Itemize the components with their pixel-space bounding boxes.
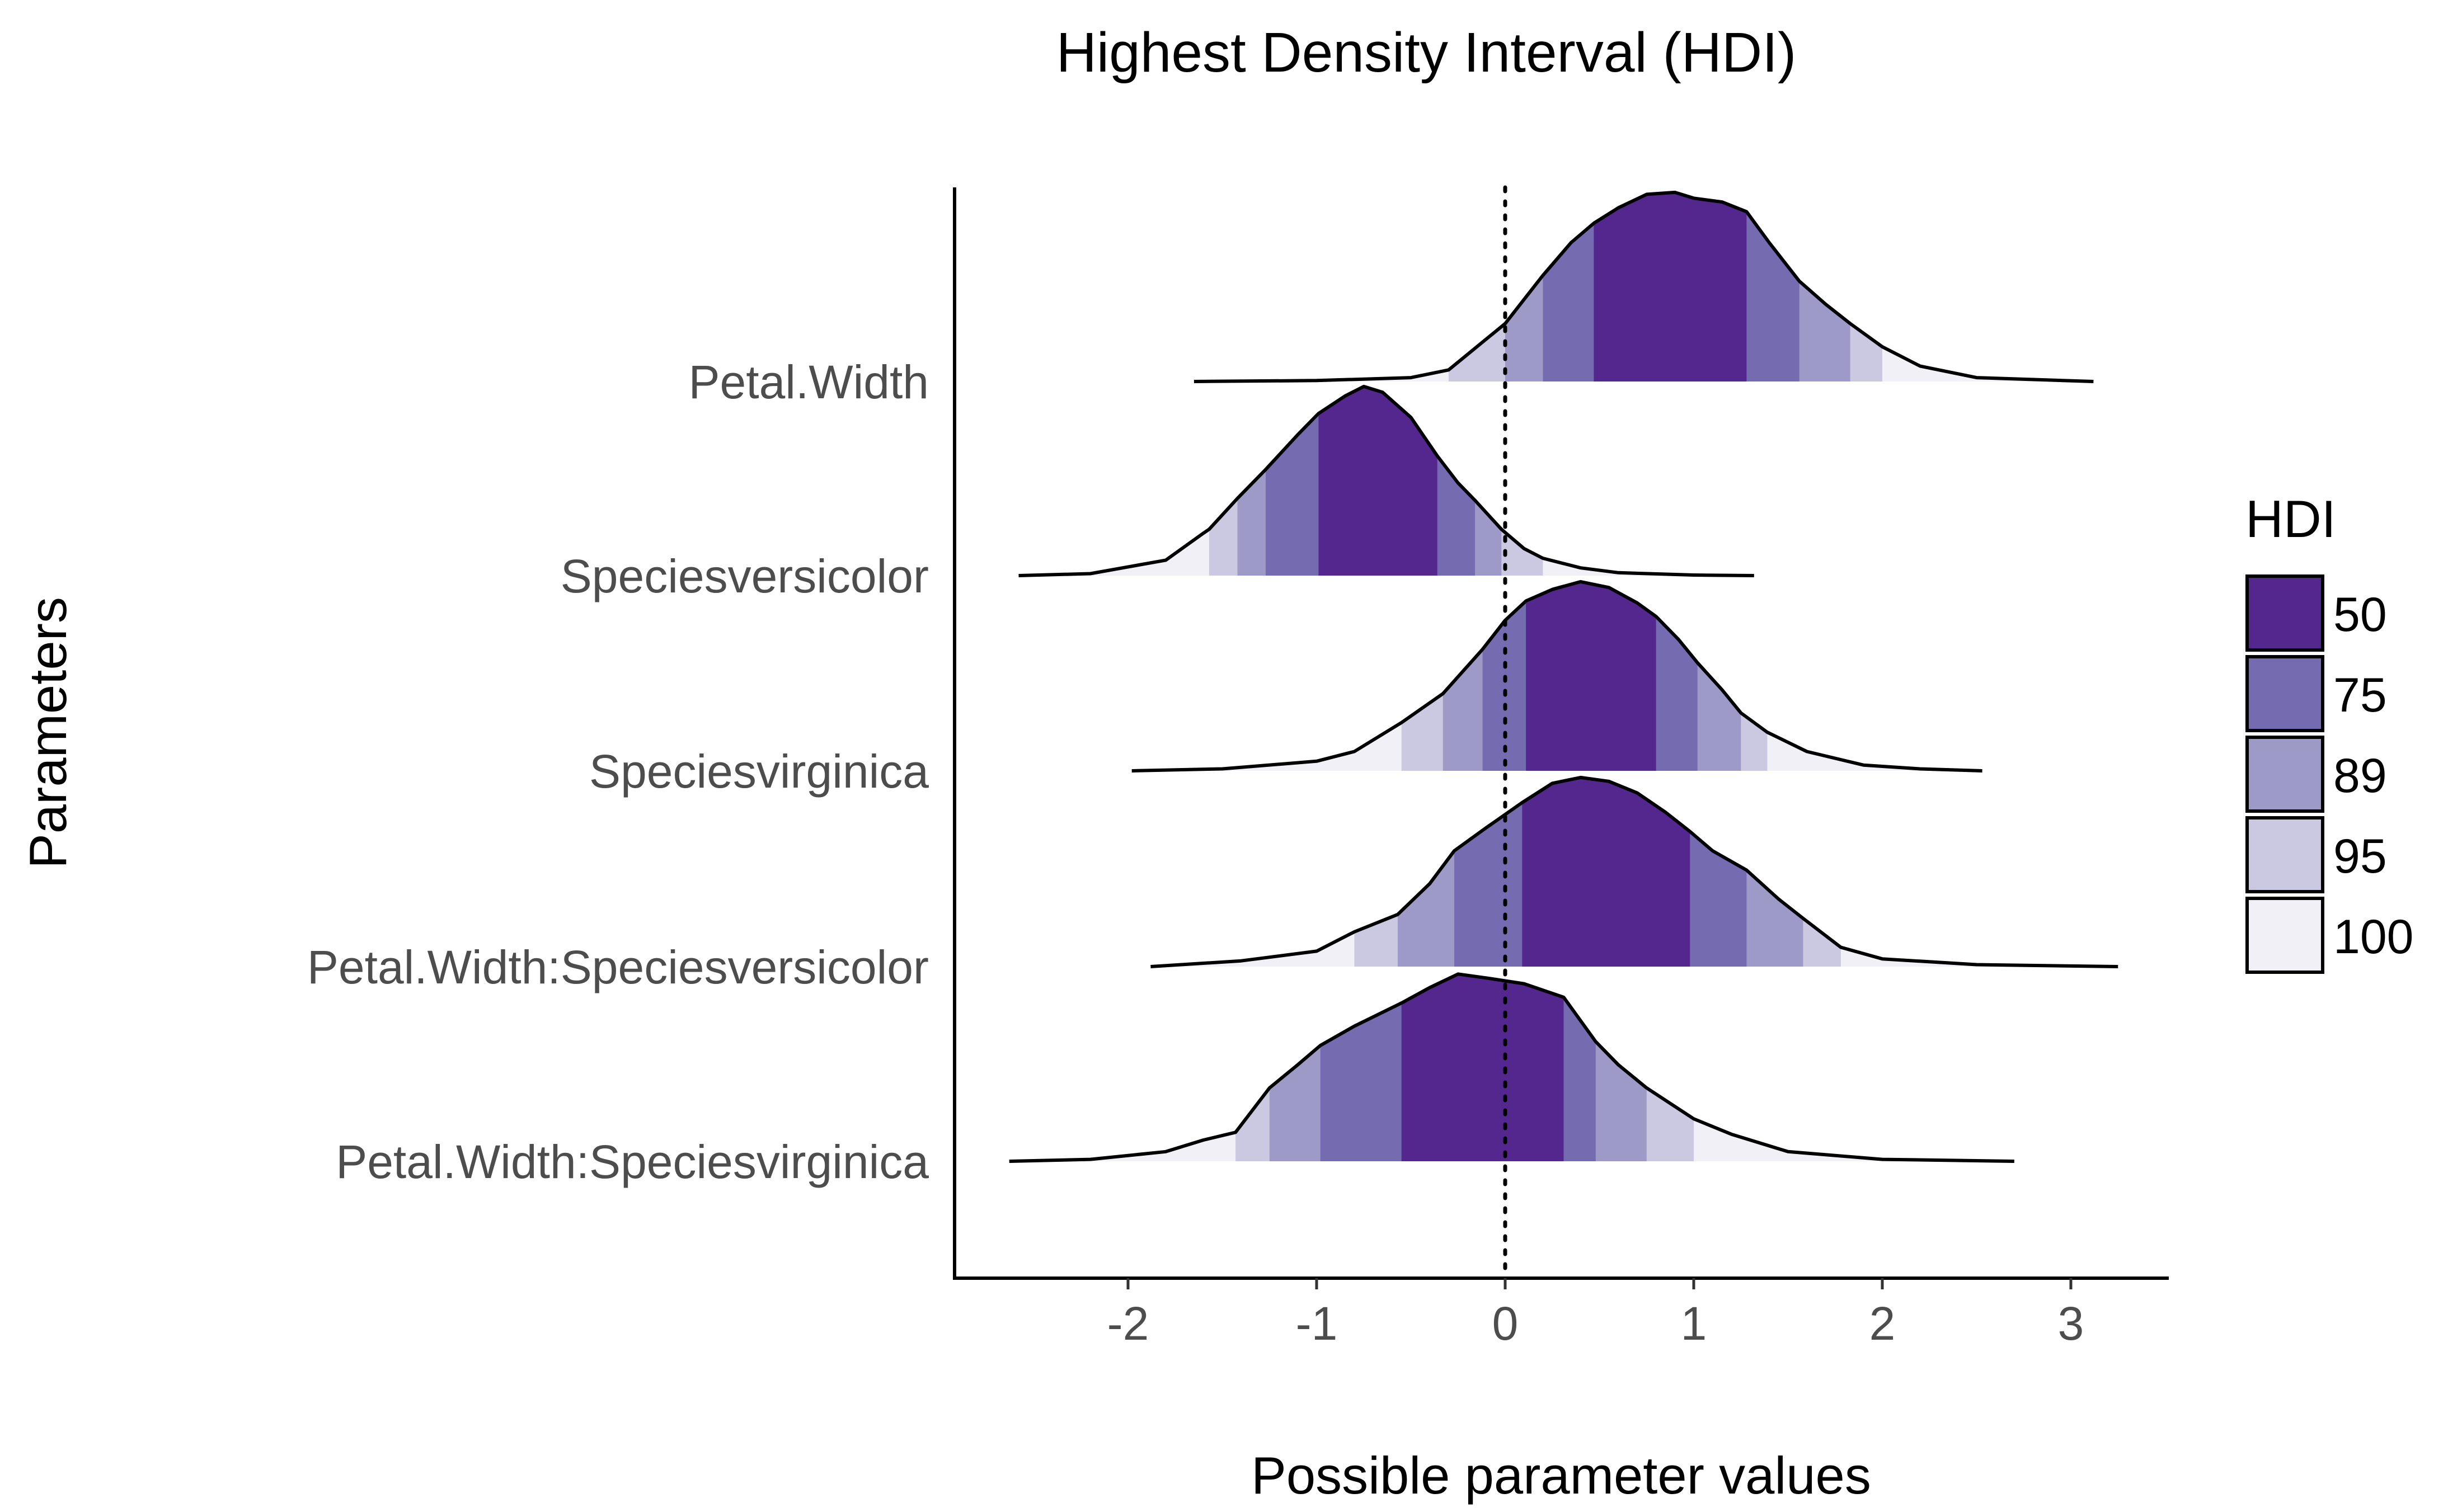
density-outline bbox=[1194, 190, 2094, 383]
hdi-band-50 bbox=[1318, 387, 1437, 576]
x-tick-label: -1 bbox=[1296, 1297, 1338, 1350]
y-tick-label: Speciesversicolor bbox=[561, 550, 929, 602]
y-tick-label: Petal.Width bbox=[688, 356, 929, 408]
legend-label: 50 bbox=[2333, 588, 2387, 642]
hdi-band-50 bbox=[1526, 582, 1656, 771]
x-tick-label: 0 bbox=[1492, 1297, 1519, 1350]
x-tick-label: 3 bbox=[2058, 1297, 2084, 1350]
legend-key-100 bbox=[2245, 897, 2324, 974]
x-tick-labels: -2 -1 0 1 2 3 bbox=[1107, 1278, 2084, 1350]
legend-title: HDI bbox=[2245, 489, 2336, 548]
hdi-band-50 bbox=[1401, 974, 1564, 1161]
ridge-1 bbox=[1018, 384, 1754, 577]
hdi-band-50 bbox=[1522, 778, 1690, 967]
legend-key-50 bbox=[2245, 574, 2324, 652]
x-axis-title: Possible parameter values bbox=[1251, 1446, 1871, 1505]
legend-label: 95 bbox=[2333, 830, 2387, 883]
chart-title: Highest Density Interval (HDI) bbox=[1056, 21, 1797, 84]
y-tick-labels: Petal.Width Speciesversicolor Speciesvirgi… bbox=[307, 356, 929, 1188]
ridge-3 bbox=[1150, 775, 2118, 968]
ridge-4 bbox=[1009, 972, 2014, 1163]
density-outline bbox=[1018, 384, 1754, 577]
legend-label: 100 bbox=[2333, 910, 2414, 964]
hdi-legend: HDI 50 75 89 95 100 bbox=[2245, 489, 2414, 974]
y-tick-label: Speciesvirginica bbox=[589, 745, 929, 798]
density-outline bbox=[1131, 580, 1982, 773]
x-tick-label: 1 bbox=[1681, 1297, 1707, 1350]
x-tick-label: -2 bbox=[1107, 1297, 1149, 1350]
ridge-2 bbox=[1131, 580, 1982, 773]
ridge-0 bbox=[1194, 190, 2094, 383]
density-outline bbox=[1009, 972, 2014, 1163]
density-outline bbox=[1150, 775, 2118, 968]
legend-label: 89 bbox=[2333, 749, 2387, 803]
legend-key-95 bbox=[2245, 816, 2324, 893]
y-tick-label: Petal.Width:Speciesvirginica bbox=[336, 1136, 929, 1188]
legend-key-89 bbox=[2245, 736, 2324, 813]
hdi-band-50 bbox=[1594, 192, 1747, 381]
legend-key-75 bbox=[2245, 655, 2324, 732]
legend-label: 75 bbox=[2333, 668, 2387, 722]
density-ridges bbox=[1009, 190, 2118, 1163]
y-axis-title: Parameters bbox=[18, 597, 77, 869]
y-tick-label: Petal.Width:Speciesversicolor bbox=[307, 941, 929, 993]
x-tick-label: 2 bbox=[1869, 1297, 1896, 1350]
